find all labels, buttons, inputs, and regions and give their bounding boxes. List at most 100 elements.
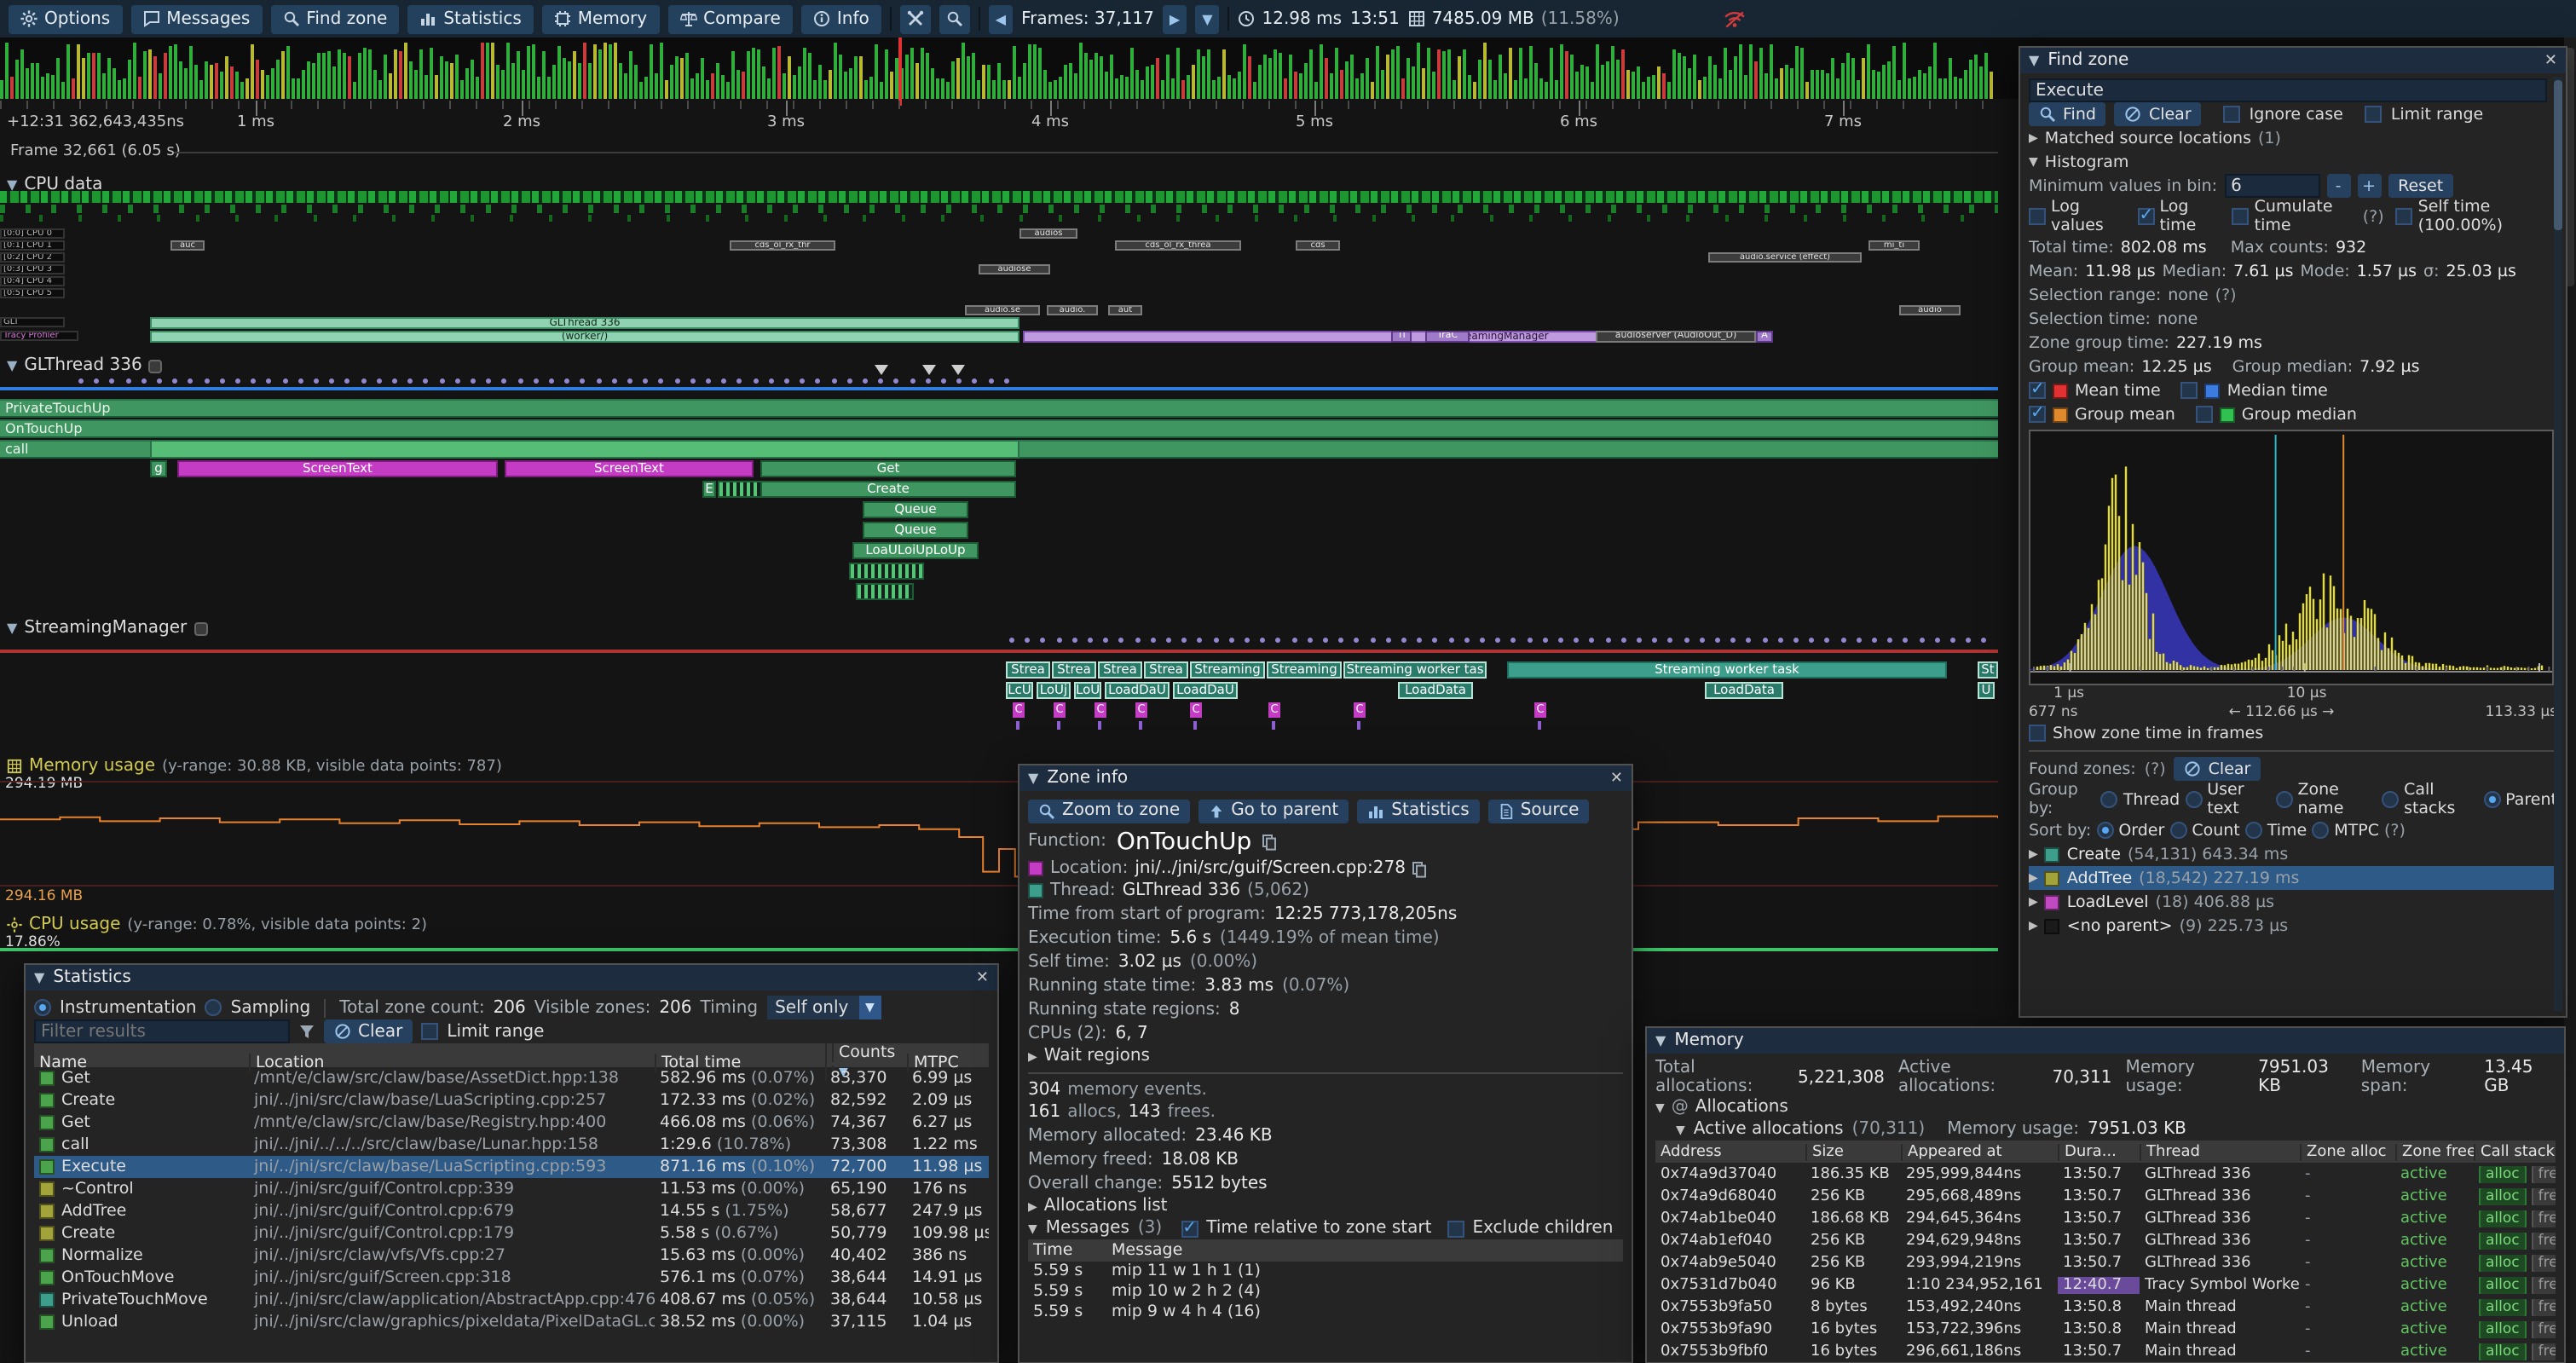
cpu-zone[interactable]: audios — [1019, 228, 1077, 239]
cpu-zone[interactable]: mi_ti — [1868, 240, 1920, 251]
zone-time-histogram[interactable] — [2029, 430, 2554, 685]
message-dot-icon[interactable] — [1417, 638, 1423, 643]
goto-search-button[interactable] — [939, 4, 970, 33]
message-dot-icon[interactable] — [1213, 638, 1219, 643]
message-dot-icon[interactable] — [1088, 638, 1093, 643]
free-button[interactable]: free — [2531, 1187, 2556, 1204]
clear-filter-button[interactable]: Clear — [324, 1019, 413, 1043]
toolbar-button-memory[interactable]: Memory — [541, 4, 660, 33]
message-dot-icon[interactable] — [1746, 638, 1752, 643]
toolbar-button-compare[interactable]: Compare — [667, 4, 793, 33]
zone-bar[interactable] — [856, 583, 914, 600]
table-row[interactable]: Normalize jni/../jni/src/claw/vfs/Vfs.cpp… — [34, 1245, 989, 1267]
message-dot-icon[interactable] — [643, 378, 649, 384]
message-dot-icon[interactable] — [1510, 638, 1516, 643]
column-header[interactable]: Thread — [2140, 1143, 2300, 1160]
zone-bar[interactable]: Strea — [1144, 661, 1188, 679]
collapse-arrow-icon[interactable]: ▼ — [7, 621, 18, 636]
min-bin-decrease-button[interactable]: - — [2326, 174, 2351, 198]
message-dot-icon[interactable] — [1464, 638, 1470, 643]
statistics-table-header[interactable]: Name Location Total time Counts ▼ MTPC — [34, 1043, 989, 1081]
group-by-radio-call-stacks[interactable] — [2382, 791, 2400, 808]
message-dot-icon[interactable] — [800, 378, 806, 384]
cpu-zone[interactable]: cds_ol_rx_threa — [1115, 240, 1241, 251]
free-button[interactable]: free — [2531, 1343, 2556, 1360]
message-dot-icon[interactable] — [1887, 638, 1893, 643]
alloc-button[interactable]: alloc — [2479, 1254, 2527, 1271]
min-bin-increase-button[interactable]: + — [2357, 174, 2382, 198]
message-dot-icon[interactable] — [125, 378, 131, 384]
copy-icon[interactable] — [1412, 860, 1428, 877]
table-row[interactable]: 0x7553b9fbf0 16 bytes 296,661,186ns 13:50.7… — [1655, 1340, 2556, 1362]
gl-thread-header[interactable]: ▼ GLThread 336 — [7, 356, 163, 375]
message-dot-icon[interactable] — [736, 378, 742, 384]
frame-dropdown-button[interactable]: ▼ — [1195, 4, 1220, 33]
message-marker-icon[interactable] — [922, 365, 936, 375]
message-dot-icon[interactable] — [1637, 638, 1642, 643]
message-dot-icon[interactable] — [1118, 638, 1124, 643]
message-dot-icon[interactable] — [172, 378, 178, 384]
group-median-checkbox[interactable] — [2195, 406, 2213, 423]
zone-bar[interactable]: Streaming — [1267, 661, 1342, 679]
table-row[interactable]: Get/mnt/e/claw/src/claw/base/AssetDict.h… — [34, 1067, 989, 1089]
cpu-zone[interactable]: cds_ol_rx_thr — [730, 240, 835, 251]
zoom-to-zone-button[interactable]: Zoom to zone — [1028, 799, 1191, 823]
message-dot-icon[interactable] — [1480, 638, 1485, 643]
message-dot-icon[interactable] — [658, 378, 664, 384]
zone-bar[interactable]: Strea — [1006, 661, 1050, 679]
message-dot-icon[interactable] — [1809, 638, 1815, 643]
message-dot-icon[interactable] — [1981, 638, 1987, 643]
log-time-checkbox[interactable] — [2137, 206, 2155, 225]
found-zone-group[interactable]: ▶ AddTree (18,542) 227.19 ms — [2029, 866, 2557, 890]
mean-time-checkbox[interactable] — [2029, 380, 2046, 399]
message-dot-icon[interactable] — [533, 378, 539, 384]
zone-mark[interactable]: C — [1534, 702, 1546, 718]
table-row[interactable]: Create jni/../jni/src/claw/base/LuaScript… — [34, 1089, 989, 1112]
histogram-toggle[interactable]: ▼ Histogram — [2029, 153, 2129, 171]
toolbar-button-messages[interactable]: Messages — [130, 4, 263, 33]
alloc-button[interactable]: alloc — [2479, 1165, 2527, 1182]
message-dot-icon[interactable] — [109, 378, 115, 384]
zone-bar[interactable]: g — [150, 460, 167, 477]
found-zone-group[interactable]: ▶ Create (54,131) 643.34 ms — [2029, 842, 2557, 866]
message-dot-icon[interactable] — [674, 378, 680, 384]
find-button[interactable]: Find — [2029, 102, 2106, 126]
cpu-zone[interactable]: audio.service (effect) — [1708, 252, 1862, 263]
message-dot-icon[interactable] — [1652, 638, 1658, 643]
min-bin-input[interactable] — [2224, 174, 2320, 198]
exclude-children-checkbox[interactable] — [1447, 1220, 1464, 1237]
collapse-arrow-icon[interactable]: ▼ — [1028, 771, 1039, 786]
message-dot-icon[interactable] — [78, 378, 84, 384]
message-dot-icon[interactable] — [893, 378, 899, 384]
close-icon[interactable]: ✕ — [2544, 52, 2557, 69]
table-row[interactable]: 0x74a9d37040 186.35 KB 295,999,844ns 13:50.… — [1655, 1163, 2556, 1185]
collapse-arrow-icon[interactable]: ▼ — [2029, 53, 2040, 68]
zone-mark[interactable]: C — [1354, 702, 1366, 718]
zone-bar[interactable] — [849, 563, 924, 580]
message-dot-icon[interactable] — [314, 378, 319, 384]
message-dot-icon[interactable] — [157, 378, 162, 384]
collapse-arrow-icon[interactable]: ▼ — [7, 358, 18, 373]
tools-button[interactable] — [899, 4, 931, 33]
message-dot-icon[interactable] — [1966, 638, 1972, 643]
table-row[interactable]: Unload jni/../jni/src/claw/graphics/pixel… — [34, 1311, 989, 1333]
message-dot-icon[interactable] — [1589, 638, 1595, 643]
message-dot-icon[interactable] — [925, 378, 931, 384]
message-dot-icon[interactable] — [580, 378, 586, 384]
table-row[interactable]: OnTouchMove jni/../jni/src/guif/Screen.cp… — [34, 1267, 989, 1289]
group-by-radio-zone-name[interactable] — [2275, 791, 2293, 808]
table-row[interactable]: ~Control jni/../jni/src/guif/Control.cpp:… — [34, 1178, 989, 1200]
message-dot-icon[interactable] — [266, 378, 272, 384]
message-marker-icon[interactable] — [875, 365, 888, 375]
table-row[interactable]: 0x7553b9fa90 16 bytes 153,722,396ns 13:50.8… — [1655, 1318, 2556, 1340]
zone-mark[interactable]: C — [1013, 702, 1025, 718]
message-dot-icon[interactable] — [596, 378, 602, 384]
alloc-button[interactable]: alloc — [2479, 1298, 2527, 1315]
message-dot-icon[interactable] — [1181, 638, 1187, 643]
chevron-down-icon[interactable]: ▼ — [1028, 1222, 1037, 1235]
message-dot-icon[interactable] — [1245, 638, 1250, 643]
cpu-thread-bar[interactable]: GLThread 336 — [150, 317, 1019, 329]
zone-bar[interactable]: Strea — [1098, 661, 1142, 679]
message-dot-icon[interactable] — [1338, 638, 1344, 643]
close-icon[interactable]: ✕ — [1609, 770, 1623, 787]
